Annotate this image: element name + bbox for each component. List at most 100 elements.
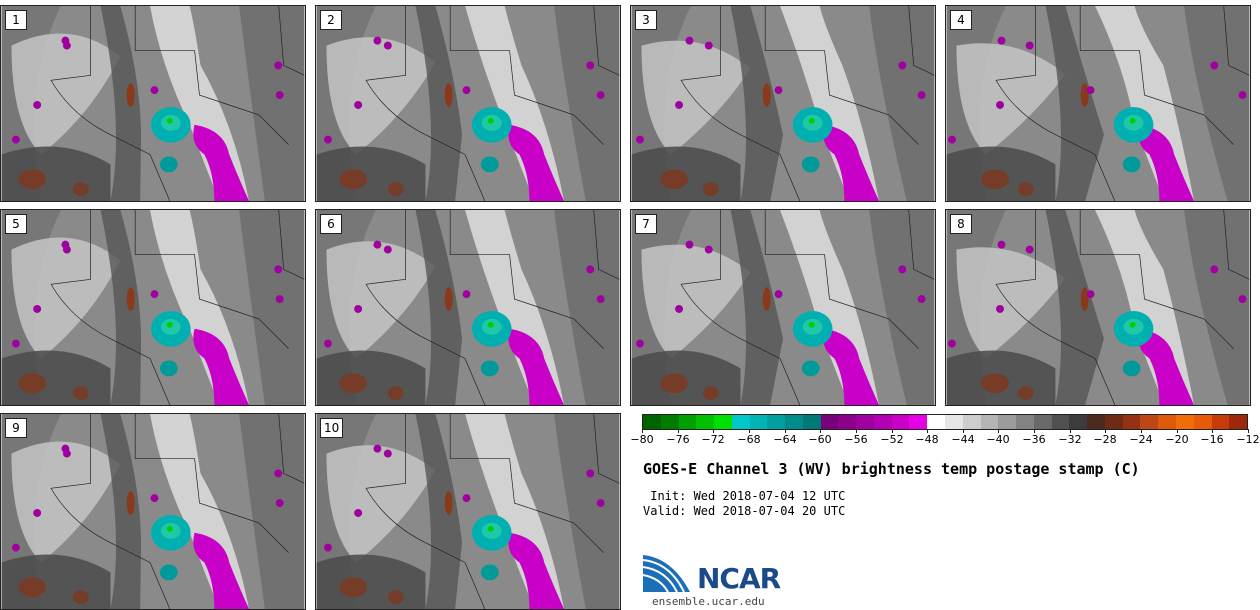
init-time: Init: Wed 2018-07-04 12 UTC xyxy=(643,489,846,503)
wv-map xyxy=(1,414,305,609)
valid-time: Valid: Wed 2018-07-04 20 UTC xyxy=(643,504,846,518)
colorbar-tick-label: −20 xyxy=(1165,433,1189,446)
colorbar-tick-mark xyxy=(1212,429,1213,433)
colorbar-tick-label: −16 xyxy=(1200,433,1224,446)
colorbar-segment xyxy=(873,415,892,429)
panel-number: 2 xyxy=(320,10,342,30)
map-panel: 4 xyxy=(945,5,1251,202)
wv-map xyxy=(316,6,620,201)
colorbar-segment xyxy=(1033,415,1052,429)
map-panel: 2 xyxy=(315,5,621,202)
colorbar-tick-mark xyxy=(927,429,928,433)
colorbar-tick-label: −12 xyxy=(1236,433,1260,446)
colorbar-tick-mark xyxy=(749,429,750,433)
colorbar-tick-label: −60 xyxy=(808,433,832,446)
colorbar-tick-label: −28 xyxy=(1093,433,1117,446)
colorbar-tick-mark xyxy=(713,429,714,433)
colorbar-segment xyxy=(927,415,946,429)
panel-number: 7 xyxy=(635,214,657,234)
colorbar-tick-mark xyxy=(856,429,857,433)
colorbar-tick-label: −80 xyxy=(630,433,654,446)
colorbar-segment xyxy=(1051,415,1070,429)
colorbar-segment xyxy=(767,415,786,429)
colorbar-segment xyxy=(785,415,803,429)
panel-number: 1 xyxy=(5,10,27,30)
wv-map xyxy=(631,6,935,201)
map-panel: 1 xyxy=(0,5,306,202)
panel-number: 9 xyxy=(5,418,27,438)
colorbar-segment xyxy=(802,415,821,429)
figure-title: GOES-E Channel 3 (WV) brightness temp po… xyxy=(643,460,1140,478)
colorbar-tick-label: −36 xyxy=(1022,433,1046,446)
panel-number: 8 xyxy=(950,214,972,234)
colorbar-tick-mark xyxy=(1105,429,1106,433)
colorbar-segment xyxy=(1229,415,1248,429)
colorbar-tick-label: −76 xyxy=(666,433,690,446)
wv-map xyxy=(1,210,305,405)
colorbar-segment xyxy=(945,415,963,429)
colorbar-tick-label: −44 xyxy=(951,433,975,446)
colorbar-tick-mark xyxy=(963,429,964,433)
colorbar-tick-mark xyxy=(1070,429,1071,433)
colorbar-segment xyxy=(1140,415,1159,429)
colorbar-segment xyxy=(696,415,715,429)
colorbar-tick-mark xyxy=(785,429,786,433)
colorbar-tick-label: −72 xyxy=(701,433,725,446)
map-panel: 8 xyxy=(945,209,1251,406)
colorbar-segment xyxy=(1104,415,1123,429)
colorbar-segment xyxy=(1193,415,1212,429)
colorbar-tick-label: −56 xyxy=(844,433,868,446)
panel-number: 5 xyxy=(5,214,27,234)
wv-map xyxy=(316,210,620,405)
map-panel: 9 xyxy=(0,413,306,610)
ncar-logo-text: NCAR xyxy=(697,562,781,595)
colorbar-tick-label: −48 xyxy=(915,433,939,446)
colorbar-segment xyxy=(1158,415,1176,429)
wv-map xyxy=(946,210,1250,405)
panel-number: 6 xyxy=(320,214,342,234)
wv-map xyxy=(946,6,1250,201)
colorbar-segment xyxy=(714,415,732,429)
map-panel: 5 xyxy=(0,209,306,406)
colorbar-segment xyxy=(891,415,910,429)
colorbar-segment xyxy=(749,415,768,429)
colorbar-segment xyxy=(1175,415,1194,429)
colorbar-tick-mark xyxy=(1248,429,1249,433)
colorbar-tick-mark xyxy=(892,429,893,433)
colorbar-tick-label: −24 xyxy=(1129,433,1153,446)
colorbar-segment xyxy=(1122,415,1141,429)
colorbar-tick-mark xyxy=(1177,429,1178,433)
colorbar-tick-mark xyxy=(998,429,999,433)
panel-number: 3 xyxy=(635,10,657,30)
colorbar-segment xyxy=(980,415,999,429)
colorbar-segment xyxy=(1211,415,1230,429)
colorbar-segment xyxy=(909,415,928,429)
colorbar-segment xyxy=(820,415,839,429)
colorbar-segment xyxy=(1087,415,1105,429)
colorbar-tick-label: −64 xyxy=(773,433,797,446)
panel-number: 4 xyxy=(950,10,972,30)
colorbar-tick-label: −32 xyxy=(1058,433,1082,446)
colorbar-segment xyxy=(731,415,750,429)
colorbar-segment xyxy=(678,415,697,429)
ncar-logo-icon xyxy=(642,555,690,593)
panel-number: 10 xyxy=(320,418,344,438)
wv-map xyxy=(316,414,620,609)
colorbar-tick-mark xyxy=(820,429,821,433)
colorbar-segment xyxy=(856,415,874,429)
wv-map xyxy=(1,6,305,201)
colorbar-tick-mark xyxy=(1141,429,1142,433)
colorbar-tick-mark xyxy=(678,429,679,433)
logo-url[interactable]: ensemble.ucar.edu xyxy=(652,595,765,608)
colorbar-tick-mark xyxy=(1034,429,1035,433)
colorbar-segment xyxy=(838,415,857,429)
colorbar-tick-label: −68 xyxy=(737,433,761,446)
colorbar-segment xyxy=(1069,415,1088,429)
colorbar-tick-label: −40 xyxy=(986,433,1010,446)
wv-map xyxy=(631,210,935,405)
colorbar-segment xyxy=(998,415,1017,429)
map-panel: 6 xyxy=(315,209,621,406)
colorbar-segment xyxy=(660,415,679,429)
colorbar-segment xyxy=(643,415,661,429)
colorbar-segment xyxy=(962,415,981,429)
